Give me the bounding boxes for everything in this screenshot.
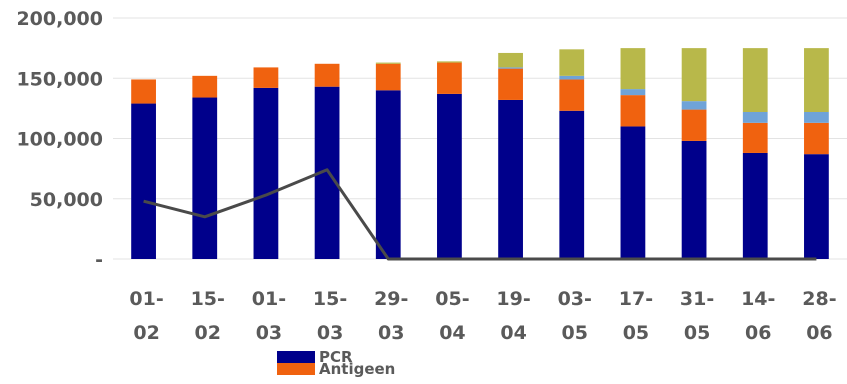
bar-segment-series-3-6: [498, 52, 523, 68]
bar-segment-series-1-1: [192, 75, 218, 98]
bar-segment-series-0-10: [742, 152, 768, 259]
bar-segment-series-0-2: [253, 87, 279, 259]
bar-segment-series-1-10: [742, 122, 768, 153]
x-tick-label: 05: [562, 322, 588, 344]
x-tick-label: 17-: [619, 288, 653, 310]
x-tick-label: 19-: [496, 288, 530, 310]
x-tick-label: 15-: [313, 288, 347, 310]
legend-swatch-1: [277, 363, 315, 375]
gridlines: [113, 17, 847, 260]
bar-segment-series-2-10: [742, 111, 768, 123]
bar-segment-series-3-7: [559, 49, 585, 76]
bar-segment-series-1-3: [314, 63, 340, 87]
y-tick-label: 200,000: [16, 8, 103, 30]
line-series-path: [143, 168, 817, 261]
x-tick-label: 06: [745, 322, 771, 344]
bar-segment-series-1-6: [498, 68, 523, 100]
bar-segment-series-3-8: [620, 48, 646, 90]
bar-segment-series-0-0: [131, 103, 156, 260]
bar-segment-series-2-11: [804, 111, 829, 123]
bar-segment-series-2-6: [498, 67, 523, 69]
x-axis: 01- 02 15- 02 01- 03 15- 03 29- 03 05- 04 19- 04 03- 05…: [129, 288, 836, 344]
bar-segment-series-2-8: [620, 89, 646, 96]
bar-segment-series-0-4: [375, 90, 401, 259]
x-tick-label: 03: [256, 322, 282, 344]
bar-segment-series-3-4: [375, 62, 401, 64]
bar-segment-series-0-11: [804, 154, 829, 259]
x-tick-label: 05-: [435, 288, 469, 310]
x-tick-label: 05: [684, 322, 710, 344]
x-tick-label: 04: [500, 322, 526, 344]
bar-segment-series-0-9: [681, 140, 707, 259]
bar-segment-series-1-8: [620, 95, 646, 127]
x-tick-label: 28-: [802, 288, 836, 310]
x-tick-label: 03-: [558, 288, 592, 310]
y-tick-label: -: [95, 249, 103, 271]
x-tick-label: 01-: [252, 288, 286, 310]
legend-label-0: PCR: [319, 348, 353, 366]
bar-segment-series-0-7: [559, 110, 585, 259]
x-tick-label: 02: [195, 322, 221, 344]
bar-segment-series-3-10: [742, 48, 768, 112]
x-tick-label: 02: [133, 322, 159, 344]
bar-segment-series-1-4: [375, 63, 401, 91]
x-tick-label: 04: [439, 322, 465, 344]
bar-segment-series-3-11: [804, 48, 829, 112]
x-tick-label: 03: [317, 322, 343, 344]
bar-segment-series-0-5: [437, 93, 462, 259]
bar-segment-series-0-8: [620, 126, 646, 259]
x-tick-label: 15-: [191, 288, 225, 310]
bar-segment-series-2-7: [559, 75, 585, 80]
y-tick-label: 50,000: [30, 189, 103, 211]
y-axis: - 50,000 100,000 150,000 200,000: [16, 8, 103, 271]
x-tick-label: 03: [378, 322, 404, 344]
bar-segment-series-1-9: [681, 109, 707, 141]
y-tick-label: 100,000: [16, 129, 103, 151]
legend-swatch-0: [277, 351, 315, 363]
bar-segment-series-2-9: [681, 101, 707, 110]
x-tick-label: 29-: [374, 288, 408, 310]
y-tick-label: 150,000: [16, 68, 103, 90]
bar-segment-series-1-7: [559, 79, 585, 111]
bar-segment-series-3-5: [437, 61, 462, 63]
bar-segment-series-0-6: [498, 99, 523, 259]
bar-segment-series-1-0: [131, 79, 156, 104]
legend-label-1: Antigeen: [319, 360, 395, 378]
bar-segment-series-0-1: [192, 97, 218, 259]
x-tick-label: 31-: [680, 288, 714, 310]
x-tick-label: 06: [806, 322, 832, 344]
line-series: [143, 168, 817, 261]
bar-segment-series-1-2: [253, 67, 279, 88]
x-tick-label: 14-: [741, 288, 775, 310]
bar-segment-series-1-11: [804, 122, 829, 155]
bars: [131, 48, 829, 260]
bar-segment-series-3-9: [681, 48, 707, 102]
bar-segment-series-1-5: [437, 62, 462, 94]
x-tick-label: 05: [623, 322, 649, 344]
x-tick-label: 01-: [129, 288, 163, 310]
